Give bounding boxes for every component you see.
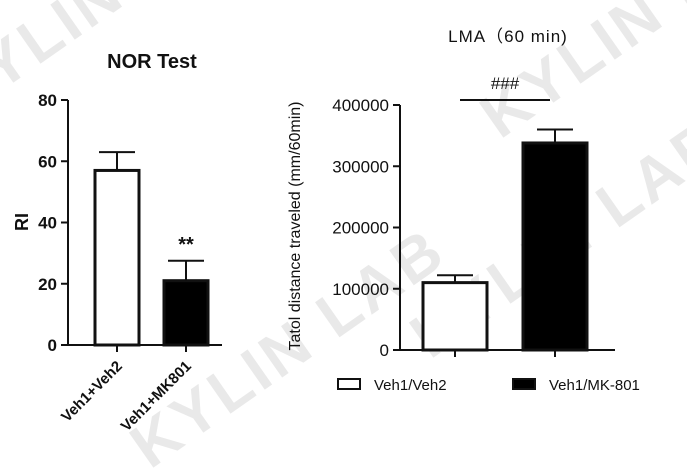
legend-swatch xyxy=(337,378,361,390)
legend-swatch xyxy=(512,378,536,390)
y-tick-label: 60 xyxy=(38,152,57,171)
significance-bracket: ### xyxy=(460,74,550,101)
bar xyxy=(162,279,210,347)
bars xyxy=(421,128,589,357)
y-axis-label: RI xyxy=(12,213,32,231)
bars: ** xyxy=(93,151,210,352)
significance-annotation: ** xyxy=(178,234,194,256)
bar xyxy=(421,281,489,352)
y-axis-label: Tatol distance traveled (mm/60min) xyxy=(287,102,304,351)
chart-title: NOR Test xyxy=(107,51,197,73)
lma-chart: LMA（60 min) Tatol distance traveled (mm/… xyxy=(287,27,640,394)
y-tick-label: 300000 xyxy=(332,157,389,176)
y-ticks: 0 20 40 60 80 xyxy=(38,91,68,355)
y-tick-label: 0 xyxy=(48,336,57,355)
legend-label: Veh1/Veh2 xyxy=(374,377,447,394)
y-tick-label: 400000 xyxy=(332,96,389,115)
y-tick-label: 20 xyxy=(38,275,57,294)
significance-label: ### xyxy=(491,74,520,93)
chart-title: LMA（60 min) xyxy=(448,27,568,46)
y-tick-label: 100000 xyxy=(332,280,389,299)
y-ticks: 0 100000 200000 300000 400000 xyxy=(332,96,400,360)
legend: Veh1/Veh2 Veh1/MK-801 xyxy=(337,377,640,394)
bar xyxy=(521,141,589,352)
y-tick-label: 80 xyxy=(38,91,57,110)
bar xyxy=(93,168,141,347)
y-tick-label: 0 xyxy=(380,341,389,360)
x-tick-label: Veh1+Veh2 xyxy=(58,358,126,426)
y-tick-label: 200000 xyxy=(332,219,389,238)
legend-label: Veh1/MK-801 xyxy=(549,377,640,394)
y-tick-label: 40 xyxy=(38,214,57,233)
